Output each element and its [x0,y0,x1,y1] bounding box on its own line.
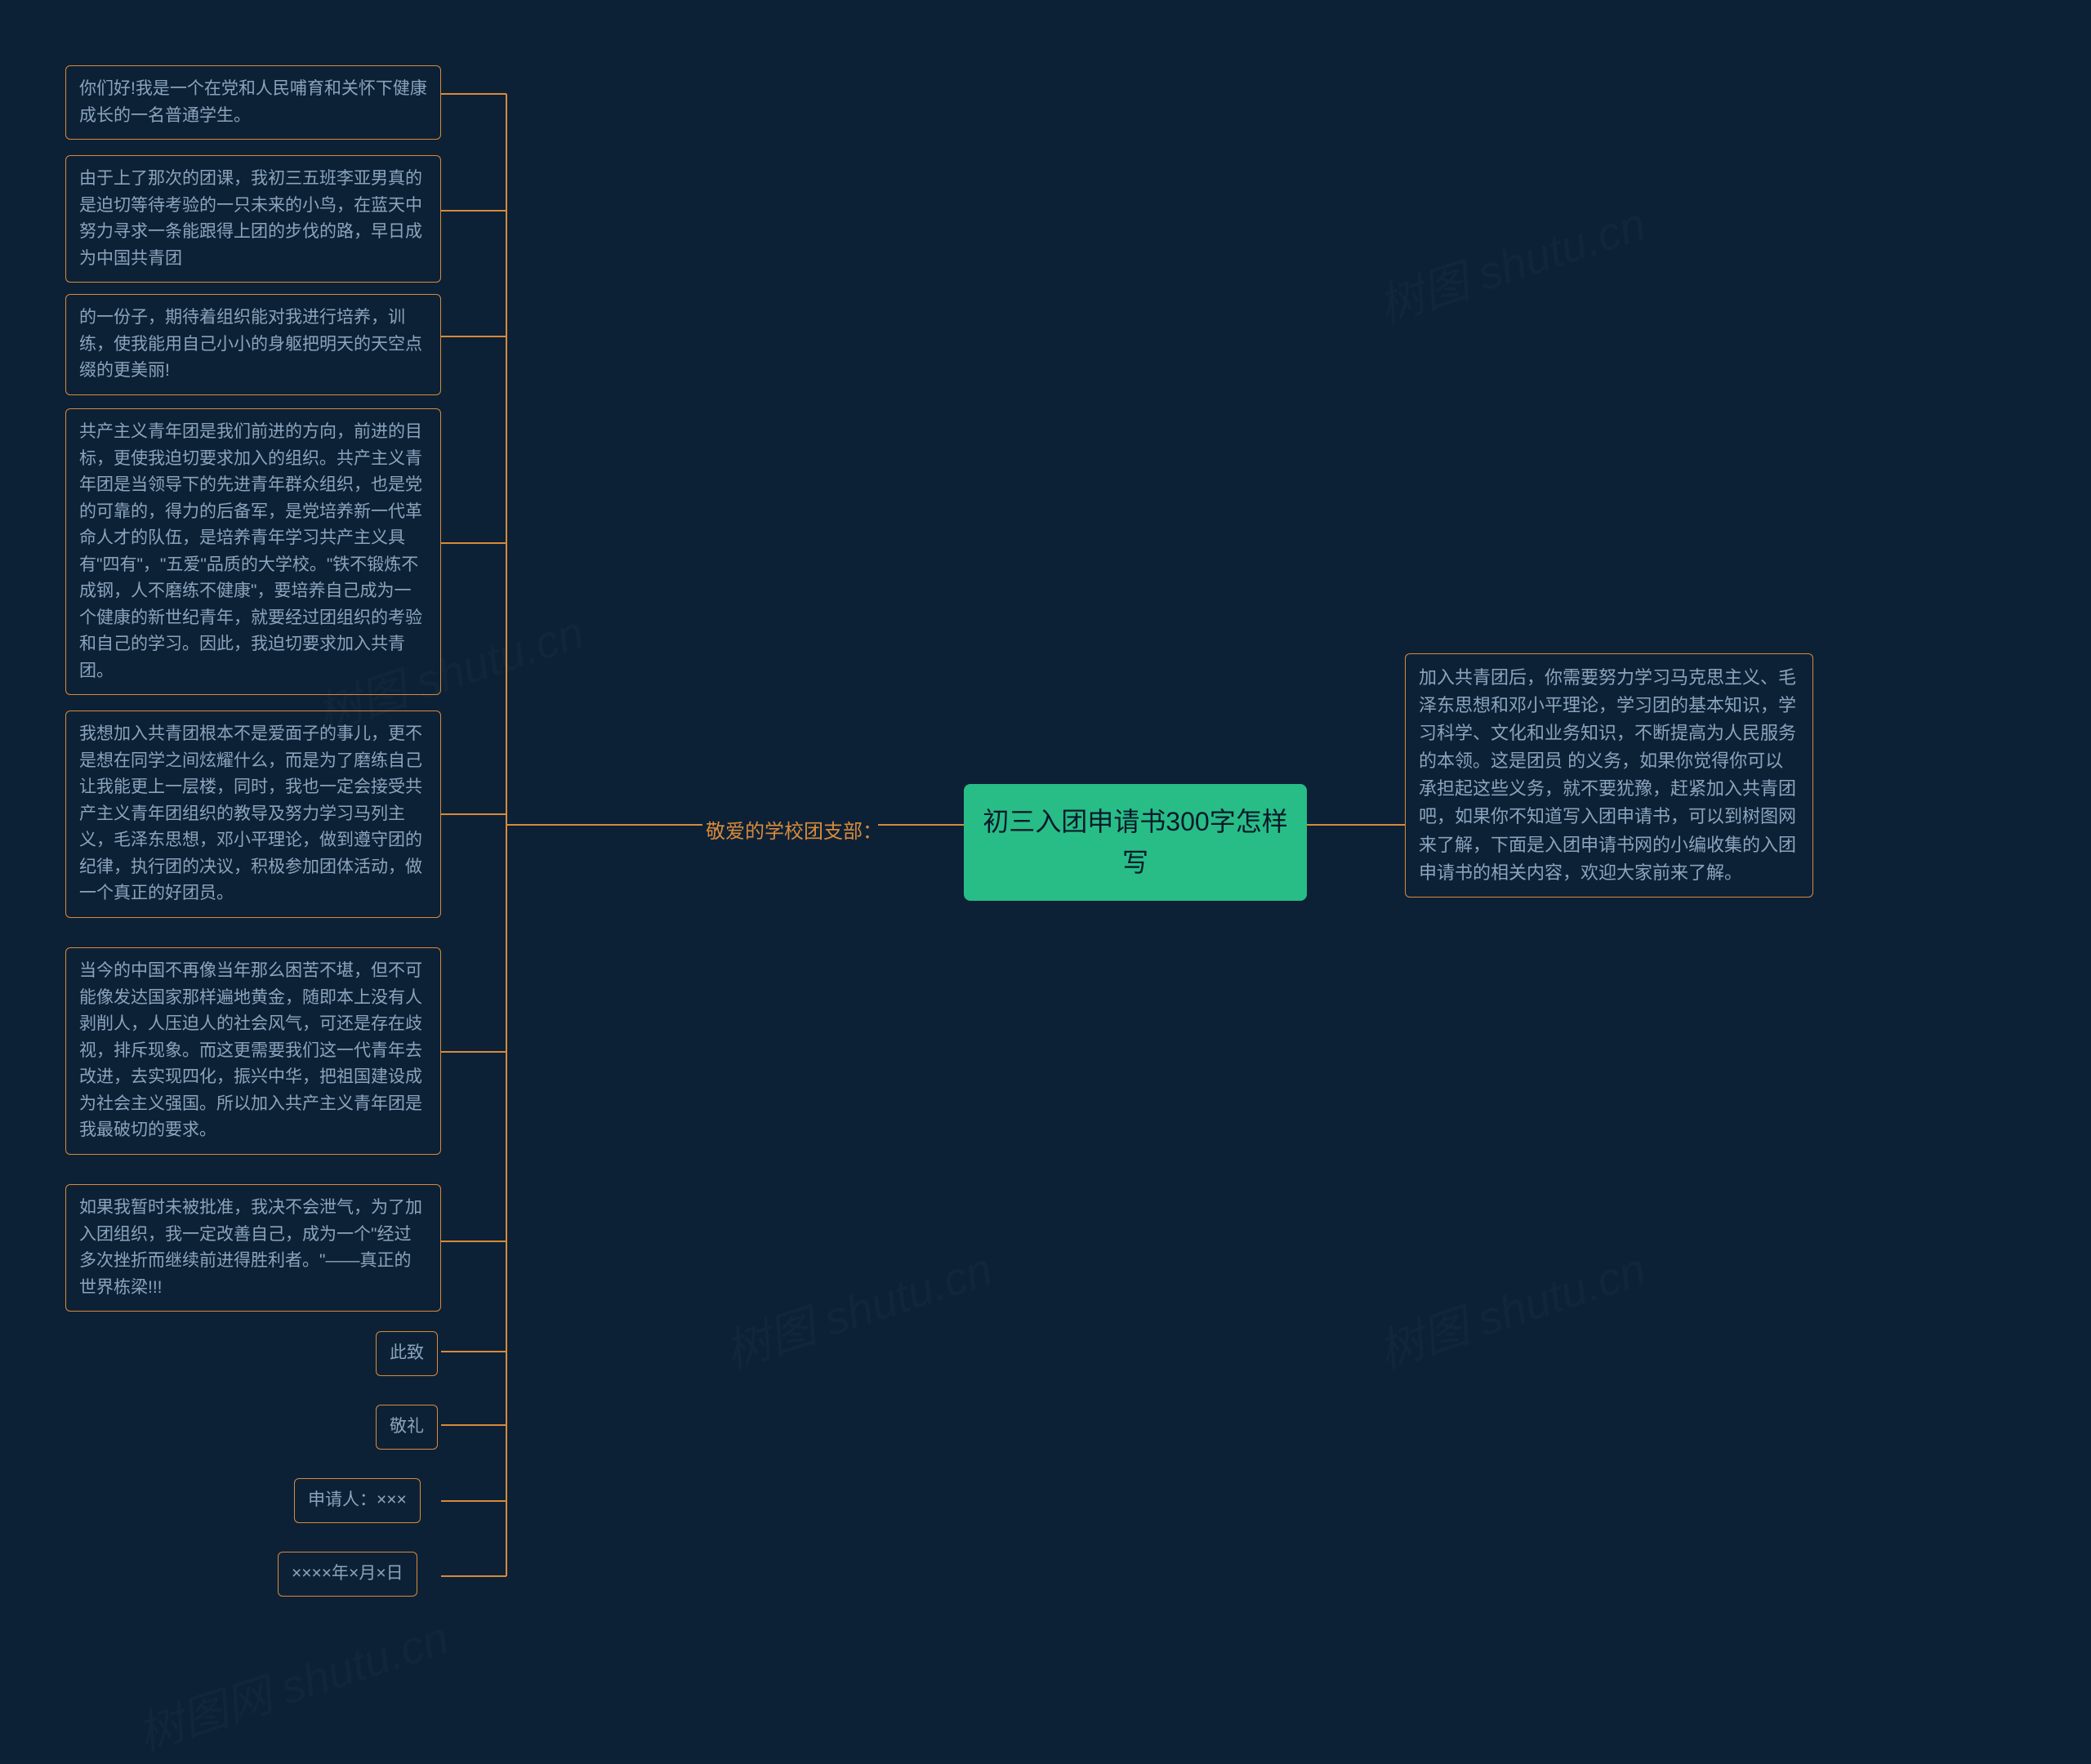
right-leaf[interactable]: 加入共青团后，你需要努力学习马克思主义、毛泽东思想和邓小平理论，学习团的基本知识… [1405,653,1813,898]
left-leaf-4[interactable]: 我想加入共青团根本不是爱面子的事儿，更不是想在同学之间炫耀什么，而是为了磨练自己… [65,710,441,918]
left-leaf-9[interactable]: 申请人：××× [294,1478,421,1523]
watermark: 树图 shutu.cn [716,1233,1000,1382]
left-branch[interactable]: 敬爱的学校团支部： [702,810,885,853]
watermark: 树图网 shutu.cn [128,1601,456,1764]
watermark: 树图 shutu.cn [1369,188,1653,336]
left-leaf-2[interactable]: 的一份子，期待着组织能对我进行培养，训练，使我能用自己小小的身躯把明天的天空点缀… [65,294,441,395]
left-leaf-7[interactable]: 此致 [376,1331,438,1376]
left-leaf-6[interactable]: 如果我暂时未被批准，我决不会泄气，为了加入团组织，我一定改善自己，成为一个"经过… [65,1184,441,1312]
left-leaf-5[interactable]: 当今的中国不再像当年那么困苦不堪，但不可能像发达国家那样遍地黄金，随即本上没有人… [65,947,441,1155]
left-leaf-3[interactable]: 共产主义青年团是我们前进的方向，前进的目标，更使我迫切要求加入的组织。共产主义青… [65,408,441,695]
left-leaf-1[interactable]: 由于上了那次的团课，我初三五班李亚男真的是迫切等待考验的一只未来的小鸟，在蓝天中… [65,155,441,283]
left-leaf-10[interactable]: ××××年×月×日 [278,1552,417,1597]
left-leaf-0[interactable]: 你们好!我是一个在党和人民哺育和关怀下健康成长的一名普通学生。 [65,65,441,140]
left-leaf-8[interactable]: 敬礼 [376,1405,438,1450]
root-node[interactable]: 初三入团申请书300字怎样写 [964,784,1307,901]
watermark: 树图 shutu.cn [1369,1233,1653,1382]
